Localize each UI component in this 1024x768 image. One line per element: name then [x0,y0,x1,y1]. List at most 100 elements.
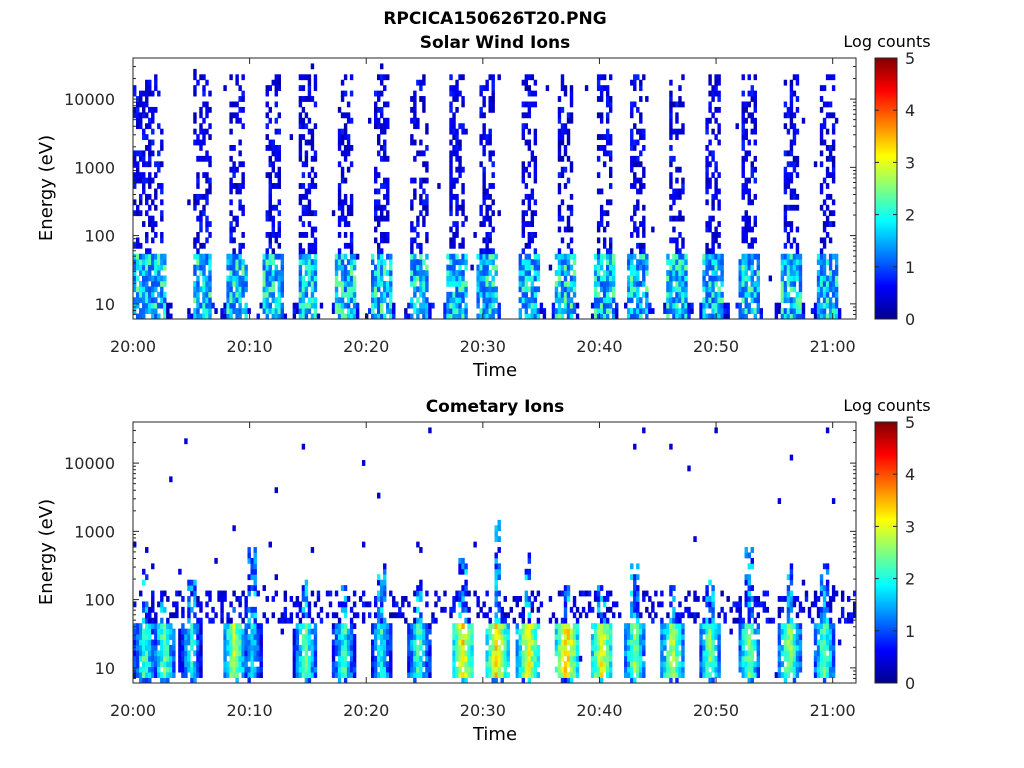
heatmap-cell [301,275,306,282]
heatmap-cell [527,617,532,624]
heatmap-cell [244,596,248,602]
heatmap-cell [563,634,568,640]
heatmap-cell [705,623,709,630]
heatmap-cell [476,253,480,260]
heatmap-cell [605,286,610,293]
heatmap-cell [491,650,495,657]
heatmap-cell [449,275,453,282]
heatmap-cell [343,650,348,657]
heatmap-cell [602,150,607,157]
heatmap-cell [554,286,559,293]
heatmap-cell [636,188,640,195]
heatmap-cell [639,280,643,287]
heatmap-cell [349,145,354,151]
heatmap-cell [557,259,562,266]
heatmap-cell [738,270,742,276]
heatmap-cell [455,145,459,151]
heatmap-cell [645,264,649,271]
heatmap-cell [518,270,523,276]
heatmap-cell [410,248,414,255]
heatmap-cell [301,193,306,200]
heatmap-cell [416,117,420,124]
heatmap-cell [717,302,721,309]
heatmap-cell [633,655,637,662]
heatmap-cell [449,253,453,260]
heatmap-cell [596,188,601,195]
heatmap-cell [624,628,628,635]
heatmap-cell [711,253,715,260]
heatmap-cell [461,210,465,217]
heatmap-cell [160,302,164,309]
heatmap-cell [340,634,345,640]
heatmap-cell [494,590,498,597]
heatmap-cell [437,596,441,602]
heatmap-cell [605,259,610,266]
heatmap-cell [199,253,203,260]
heatmap-cell [346,286,351,293]
heatmap-cell [563,661,568,668]
heatmap-cell [705,313,709,320]
heatmap-cell [304,590,309,597]
heatmap-cell [485,210,489,217]
heatmap-cell [386,639,390,646]
heatmap-cell [596,596,601,602]
heatmap-cell [229,639,233,646]
heatmap-cell [530,215,535,222]
heatmap-cell [825,232,830,238]
heatmap-cell [605,85,610,92]
heatmap-cell [259,661,263,668]
heatmap-cell [648,302,652,309]
heatmap-cell [340,177,345,184]
heatmap-cell [313,286,318,293]
heatmap-cell [301,308,306,314]
heatmap-cell [666,275,670,282]
heatmap-cell [142,286,146,293]
heatmap-cell [145,628,149,635]
heatmap-cell [533,655,538,662]
heatmap-cell [298,183,303,189]
heatmap-cell [741,106,745,113]
heatmap-cell [380,672,384,678]
heatmap-cell [651,606,655,613]
heatmap-cell [795,155,800,162]
heatmap-cell [608,74,613,81]
heatmap-cell [223,623,227,630]
heatmap-cell [343,628,348,635]
heatmap-cell [596,672,601,678]
heatmap-cell [370,313,375,320]
heatmap-cell [377,623,381,630]
heatmap-cell [711,215,715,222]
heatmap-cell [244,286,248,293]
heatmap-cell [792,259,797,266]
heatmap-cell [633,101,637,108]
heatmap-cell [416,308,420,314]
heatmap-cell [310,145,315,151]
heatmap-cell [557,264,562,271]
heatmap-cell [530,313,535,320]
heatmap-cell [672,226,676,233]
heatmap-cell [599,623,604,630]
heatmap-cell [184,644,188,651]
heatmap-cell [461,606,465,613]
heatmap-cell [783,242,788,249]
heatmap-cell [831,221,836,227]
heatmap-cell [521,650,526,657]
heatmap-cell [244,313,248,320]
heatmap-cell [750,286,754,293]
heatmap-cell [238,242,242,249]
heatmap-cell [163,639,167,646]
heatmap-cell [627,644,631,651]
heatmap-cell [678,291,682,298]
heatmap-cell [482,112,486,119]
heatmap-cell [452,666,456,673]
heatmap-cell [142,666,146,673]
heatmap-cell [753,308,757,314]
heatmap-cell [235,661,239,668]
heatmap-cell [202,117,206,124]
heatmap-cell [304,650,309,657]
heatmap-cell [467,672,471,678]
heatmap-cell [672,270,676,276]
heatmap-cell [521,672,526,678]
heatmap-cell [349,264,354,271]
heatmap-cell [346,639,351,646]
